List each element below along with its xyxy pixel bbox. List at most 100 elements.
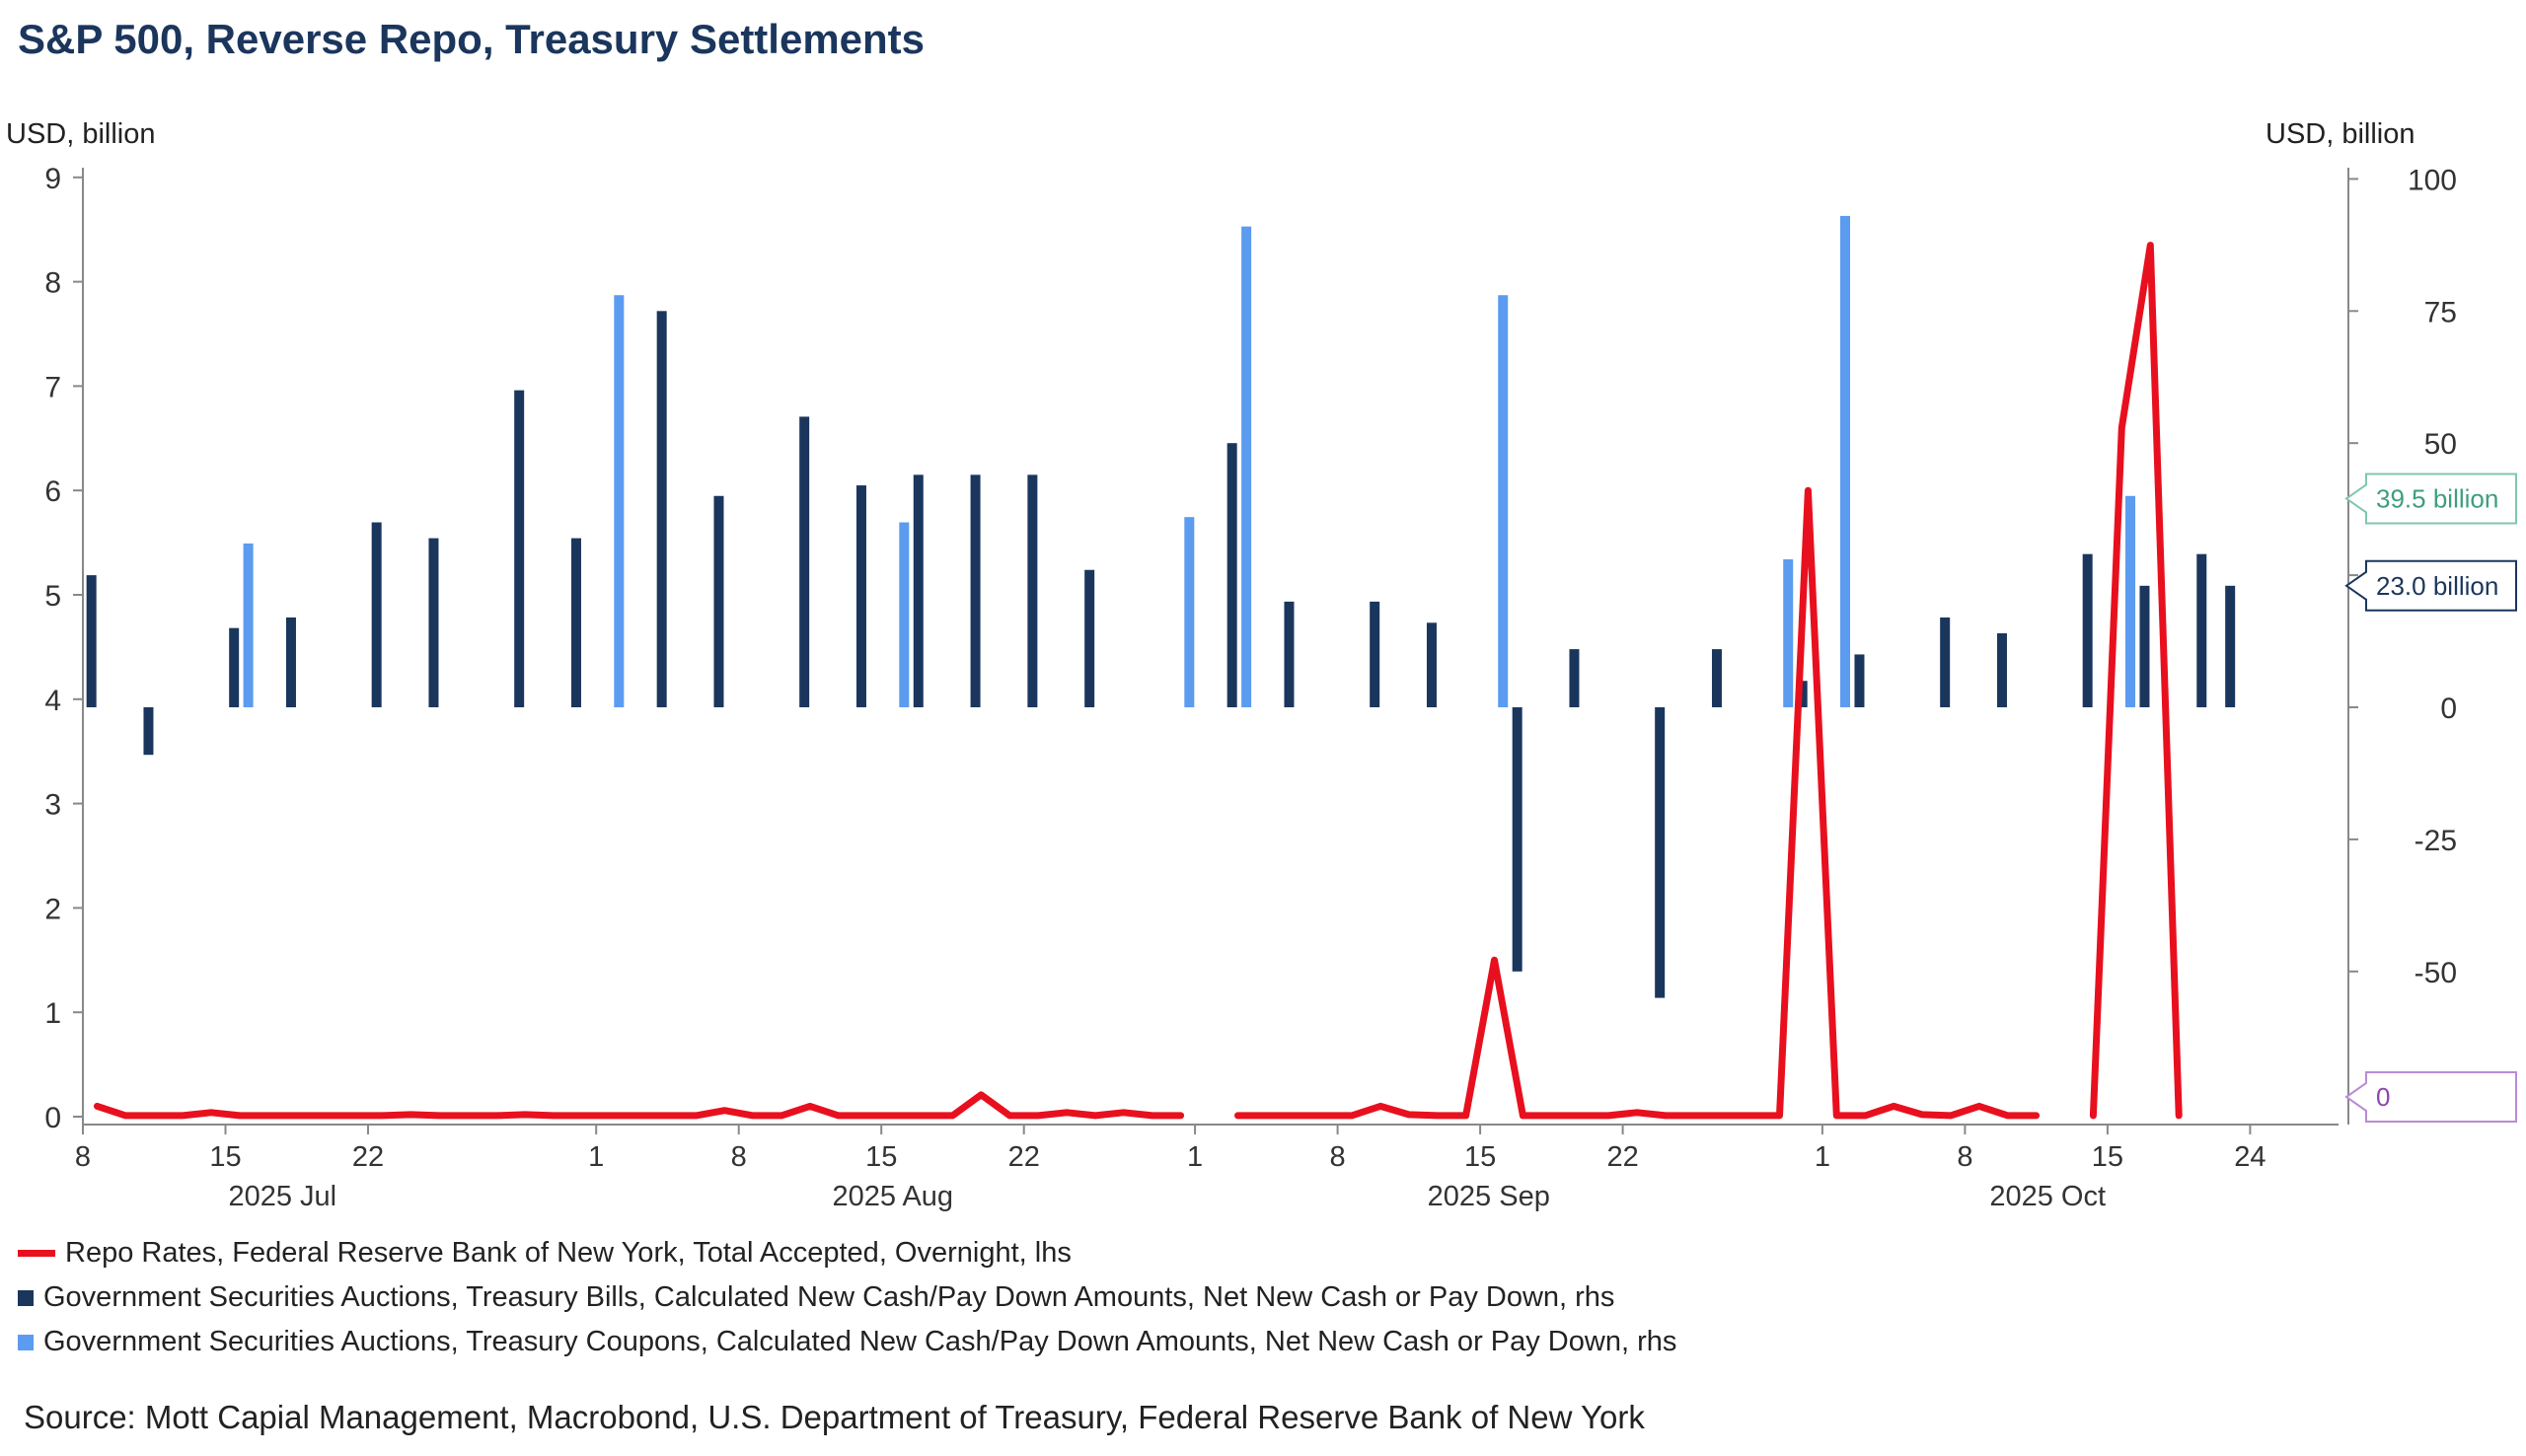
bills-bar <box>1426 622 1437 707</box>
x-axis-tick-label: 1 <box>1187 1141 1203 1173</box>
bills-bar <box>1854 654 1865 707</box>
x-axis-tick-label: 22 <box>1008 1141 1040 1173</box>
x-axis-tick-label: 15 <box>865 1141 897 1173</box>
left-axis-tick-label: 0 <box>44 1102 61 1134</box>
left-axis-unit-label: USD, billion <box>6 118 156 150</box>
x-axis-tick-label: 22 <box>352 1141 384 1173</box>
axes: 01234567891007550250-25-5081522181522181… <box>44 163 2457 1212</box>
x-axis-tick-label: 22 <box>1606 1141 1638 1173</box>
source-note: Source: Mott Capial Management, Macrobon… <box>24 1399 1645 1435</box>
bills-bar <box>1996 633 2007 707</box>
bills-bar <box>1284 601 1295 707</box>
coupons-bar <box>2125 495 2136 707</box>
x-axis-tick-label: 8 <box>1957 1141 1972 1173</box>
coupons-bar <box>1498 295 1509 707</box>
bills-bar-series <box>86 311 2236 998</box>
end-label-text: 0 <box>2376 1082 2390 1112</box>
repo-line-segment <box>2089 242 2183 1120</box>
bills-bar <box>1797 681 1808 707</box>
bills-bar <box>1512 707 1523 972</box>
left-axis-tick-label: 8 <box>44 267 61 300</box>
bills-bar <box>713 495 724 707</box>
x-axis-month-label: 2025 Oct <box>1989 1181 2106 1212</box>
left-axis-tick-label: 4 <box>44 685 61 717</box>
repo-line-series <box>94 242 2183 1120</box>
coupons-bar <box>1184 517 1195 707</box>
bills-bar <box>1226 443 1237 707</box>
right-axis-tick-label: -50 <box>2415 957 2457 989</box>
end-label-box <box>2344 559 2517 612</box>
chart-title: S&P 500, Reverse Repo, Treasury Settleme… <box>18 16 926 62</box>
x-axis-tick-label: 8 <box>1330 1141 1346 1173</box>
legend-swatch-coupons <box>18 1334 34 1350</box>
bills-bar <box>1370 601 1380 707</box>
right-axis-tick-label: 0 <box>2440 692 2457 725</box>
left-axis-tick-label: 2 <box>44 893 61 925</box>
x-axis-tick-label: 1 <box>588 1141 604 1173</box>
x-axis-tick-label: 8 <box>731 1141 747 1173</box>
legend-swatch-repo <box>18 1250 55 1257</box>
legend-label-repo: Repo Rates, Federal Reserve Bank of New … <box>65 1237 1072 1269</box>
coupons-bar <box>243 543 254 707</box>
bills-bar <box>143 707 154 756</box>
x-axis-tick-label: 15 <box>2092 1141 2123 1173</box>
x-axis-tick-label: 24 <box>2234 1141 2266 1173</box>
end-label-box <box>2344 473 2517 525</box>
legend-label-coupons: Government Securities Auctions, Treasury… <box>43 1326 1677 1357</box>
bills-bar <box>2082 553 2093 707</box>
bills-bar <box>1940 617 1951 707</box>
legend-item-bills: Government Securities Auctions, Treasury… <box>18 1281 1614 1314</box>
coupons-bar <box>899 522 910 707</box>
end-label-text: 23.0 billion <box>2376 571 2498 601</box>
legend-label-bills: Government Securities Auctions, Treasury… <box>43 1281 1615 1313</box>
end-label-text: 39.5 billion <box>2376 483 2498 513</box>
bills-bar <box>1569 649 1580 707</box>
right-axis-tick-label: 50 <box>2424 428 2457 461</box>
repo-line-segment <box>94 1091 1185 1120</box>
bills-bar <box>1027 474 1038 707</box>
bills-bar <box>656 311 667 707</box>
bills-bar <box>86 575 97 707</box>
bills-bar <box>285 617 296 707</box>
bills-bar <box>913 474 924 707</box>
bills-bar <box>1084 569 1095 707</box>
bills-bar <box>514 390 525 707</box>
bills-bar <box>2139 585 2150 707</box>
x-axis-tick-label: 15 <box>1464 1141 1496 1173</box>
coupons-bar <box>1840 215 1851 707</box>
legend-item-repo: Repo Rates, Federal Reserve Bank of New … <box>18 1237 1072 1270</box>
right-axis-tick-label: 100 <box>2408 164 2457 196</box>
repo-line-segment <box>1234 486 2041 1120</box>
bills-bar <box>855 485 866 707</box>
bills-bar <box>229 627 240 707</box>
x-axis-month-label: 2025 Jul <box>228 1181 336 1212</box>
bills-bar <box>570 538 581 707</box>
right-axis-unit-label: USD, billion <box>2266 118 2415 150</box>
bills-bar <box>2196 553 2207 707</box>
left-axis-tick-label: 7 <box>44 371 61 403</box>
bills-bar <box>428 538 439 707</box>
bills-bar <box>2225 585 2236 707</box>
legend-swatch-bills <box>18 1289 34 1306</box>
left-axis-tick-label: 6 <box>44 475 61 508</box>
right-axis-tick-label: -25 <box>2415 825 2457 857</box>
left-axis-tick-label: 1 <box>44 997 61 1030</box>
left-axis-tick-label: 3 <box>44 789 61 822</box>
end-label-box <box>2344 1071 2517 1123</box>
x-axis-tick-label: 15 <box>209 1141 241 1173</box>
bills-bar <box>371 522 382 707</box>
coupons-bar-series <box>243 215 2136 707</box>
end-labels: 39.5 billion 23.0 billion 0 <box>2344 473 2517 1123</box>
coupons-bar <box>1241 226 1252 707</box>
coupons-bar <box>614 295 625 707</box>
x-axis-month-label: 2025 Sep <box>1428 1181 1550 1212</box>
bills-bar <box>970 474 981 707</box>
bills-bar <box>1711 649 1722 707</box>
left-axis-tick-label: 9 <box>44 163 61 195</box>
bills-bar <box>799 416 810 707</box>
chart-plot-area: 01234567891007550250-25-5081522181522181… <box>44 163 2517 1212</box>
x-axis-month-label: 2025 Aug <box>832 1181 953 1212</box>
bills-bar <box>1655 707 1666 998</box>
x-axis-tick-label: 1 <box>1815 1141 1830 1173</box>
left-axis-tick-label: 5 <box>44 580 61 613</box>
